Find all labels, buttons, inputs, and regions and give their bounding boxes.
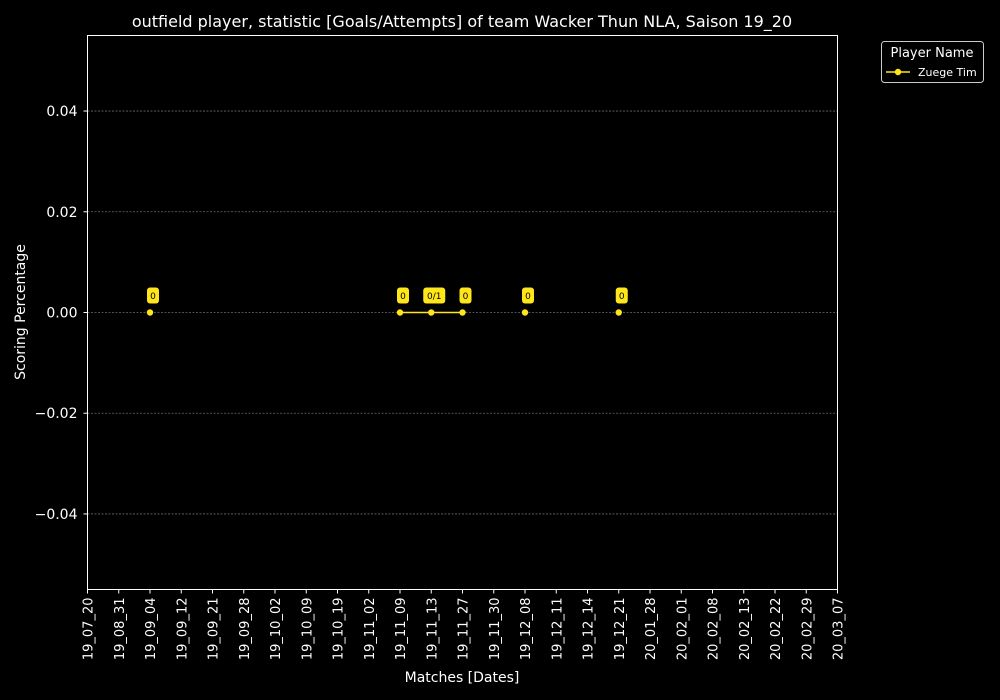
y-axis-label: Scoring Percentage [13,244,29,380]
x-tick-label: 19_11_09 [394,598,409,661]
y-tick-label: 0.00 [46,306,77,322]
y-axis-ticks: −0.04 −0.02 0.00 0.02 0.04 [35,104,88,523]
data-label: 0 [525,292,531,302]
x-tick-label: 19_10_19 [332,598,347,661]
y-tick-label: 0.02 [46,205,77,221]
y-tick-label: 0.04 [46,104,77,120]
x-tick-label: 19_11_13 [425,598,440,661]
x-tick-label: 19_12_11 [550,598,565,661]
data-label-box [615,287,628,304]
x-tick-label: 20_03_07 [832,598,847,661]
x-tick-label: 19_09_12 [175,598,190,661]
data-label: 0/1 [427,292,441,302]
x-tick-label: 19_07_20 [82,598,97,661]
data-label-box [423,287,446,304]
data-point [396,309,404,316]
x-tick-label: 19_08_31 [113,598,128,661]
legend-marker [894,68,902,76]
data-point [428,309,435,316]
x-tick-label: 19_11_02 [363,598,378,661]
x-tick-label: 20_01_28 [644,598,659,661]
x-tick-label: 20_02_01 [675,598,690,661]
x-tick-label: 19_12_14 [582,598,597,661]
data-label-box [397,287,409,304]
data-label-box [459,287,472,304]
x-tick-label: 19_12_21 [613,598,628,661]
data-point [459,309,466,316]
x-tick-label: 19_09_21 [207,598,222,661]
data-label-box [522,287,534,304]
data-point [615,309,622,316]
x-tick-label: 19_11_30 [488,598,503,661]
data-label: 0 [150,292,156,302]
data-label: 0 [619,292,625,302]
legend-title: Player Name [891,46,974,61]
x-axis-label: Matches [Dates] [405,670,520,686]
y-tick-label: −0.04 [35,507,78,523]
x-tick-label: 19_09_04 [144,598,159,661]
legend-entry-label: Zuege Tim [918,66,977,79]
x-tick-label: 19_11_27 [457,598,472,661]
x-tick-label: 19_10_02 [269,598,284,661]
x-tick-label: 20_02_08 [707,598,722,661]
data-label-box [147,287,159,304]
x-tick-label: 19_09_28 [238,598,253,661]
x-tick-label: 19_10_09 [300,598,315,661]
x-tick-label: 20_02_22 [769,598,784,661]
x-axis-ticks: 19_07_20 19_08_31 19_09_04 19_09_12 19_09_21… [82,589,847,661]
data-label: 0 [400,292,406,302]
data-point [146,309,154,316]
legend: Player Name Zuege Tim [881,41,984,83]
x-tick-label: 20_02_29 [800,598,815,661]
chart-title: outfield player, statistic [Goals/Attemp… [132,12,792,32]
series-layer: 0 0 0/1 0 0 0 [146,287,628,316]
data-label: 0 [463,292,469,302]
x-tick-label: 20_02_13 [738,598,753,661]
data-point [521,309,529,316]
y-tick-label: −0.02 [35,406,78,422]
x-tick-label: 19_12_08 [519,598,534,661]
